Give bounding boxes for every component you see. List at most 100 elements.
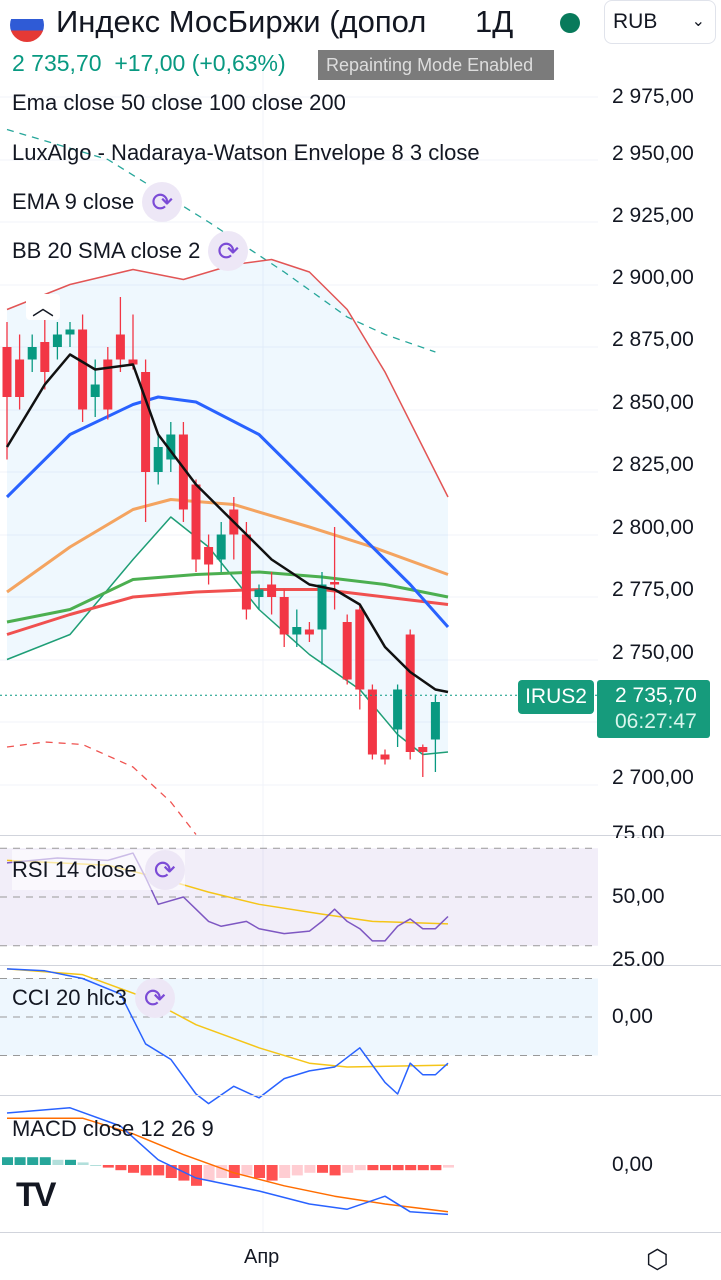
macd-histogram-bar [128,1165,139,1173]
price-change: +17,00 (+0,63%) [114,50,286,76]
candle-body [393,689,403,730]
legend-label: LuxAlgo - Nadaraya-Watson Envelope 8 3 c… [12,140,480,165]
candle-body [279,597,289,635]
legend-cci[interactable]: CCI 20 hlc3 ⟳ [12,978,175,1018]
rsi-axis-50: 50,00 [612,885,665,908]
macd-histogram-bar [65,1159,76,1165]
cycle-icon[interactable]: ⟳ [142,182,183,222]
envelope-lower [6,741,197,835]
macd-histogram-bar [228,1165,240,1178]
candle-body [380,754,390,760]
tradingview-logo[interactable]: TV [16,1176,56,1214]
macd-histogram-bar [191,1165,202,1186]
candle-body [65,329,75,335]
bb-basis-line [6,588,449,636]
cycle-icon[interactable]: ⟳ [144,850,185,890]
legend-label: CCI 20 hlc3 [12,985,127,1010]
macd-histogram-bar [27,1157,39,1165]
candle-body [191,484,201,560]
price-tag: 2 735,70 06:27:47 [597,680,710,738]
legend-label: Ema close 50 close 100 close 200 [12,90,346,115]
candle-body [292,627,302,635]
legend-nadaraya[interactable]: LuxAlgo - Nadaraya-Watson Envelope 8 3 c… [12,140,480,166]
candle-body [430,702,440,740]
currency-select[interactable]: RUB ⌄ [604,0,716,44]
candle-body [342,622,352,680]
macd-histogram-bar [380,1165,391,1171]
price-axis-label: 2 925,00 [612,204,694,227]
price-axis-label: 2 850,00 [612,391,694,414]
cycle-icon[interactable]: ⟳ [208,231,249,271]
macd-histogram-bar [203,1165,215,1181]
legend-label: RSI 14 close [12,857,137,882]
candle-body [166,434,176,460]
macd-histogram-bar [392,1165,404,1171]
price-axis-label: 2 900,00 [612,266,694,289]
hexagon-gear-icon[interactable]: ⬡ [646,1244,669,1274]
candle-body [330,582,340,585]
legend-macd[interactable]: MACD close 12 26 9 [12,1116,214,1142]
macd-histogram-bar [266,1165,278,1181]
price-axis-label: 2 875,00 [612,328,694,351]
price-axis-label: 2 800,00 [612,516,694,539]
legend-ema-multi[interactable]: Ema close 50 close 100 close 200 [12,90,346,116]
candle-body [254,589,264,597]
legend-rsi[interactable]: RSI 14 close ⟳ [12,850,185,890]
macd-histogram-bar [52,1159,64,1165]
legend-bb[interactable]: BB 20 SMA close 2 ⟳ [12,231,249,271]
candle-body [355,609,365,690]
legend-label: BB 20 SMA close 2 [12,238,201,263]
chevron-down-icon: ⌄ [691,13,705,30]
cci-axis-0: 0,00 [612,1005,653,1028]
candle-body [15,359,25,397]
candle-body [153,447,163,472]
candle-body [141,372,151,472]
candle-body [267,584,277,597]
macd-histogram-bar [153,1165,165,1176]
candle-body [115,334,125,360]
macd-histogram-bar [241,1165,253,1176]
macd-histogram-bar [115,1165,127,1171]
pane-divider[interactable] [0,1095,721,1096]
macd-line [6,1107,449,1216]
chevron-up-icon[interactable]: ︿ [26,294,60,320]
candle-body [128,359,138,365]
pane-divider[interactable] [0,835,721,836]
macd-histogram-bar [39,1157,51,1165]
quote: 2 735,70 +17,00 (+0,63%) [12,50,286,77]
legend-label: MACD close 12 26 9 [12,1116,214,1141]
ema9-line [5,353,449,694]
candle-body [78,329,88,410]
cci-ma-line [6,968,449,1068]
candle-body [367,689,377,755]
candle-body [405,634,415,752]
candle-body [304,629,314,635]
bar-countdown: 06:27:47 [615,710,697,733]
macd-histogram-bar [417,1165,429,1171]
price-axis-label: 2 950,00 [612,142,694,165]
pane-divider[interactable] [0,965,721,966]
macd-histogram-bar [14,1157,26,1165]
macd-histogram-bar [317,1165,328,1173]
price-axis-label: 2 750,00 [612,641,694,664]
macd-histogram-bar [2,1157,13,1165]
candle-body [90,384,100,397]
rsi-axis-25: 25,00 [612,948,665,966]
symbol-title[interactable]: Индекс МосБиржи (допол 1Д [56,4,513,40]
macd-histogram-bar [216,1165,228,1178]
price-axis-label: 2 825,00 [612,453,694,476]
pane-divider [0,1232,721,1233]
macd-axis-0: 0,00 [612,1153,653,1176]
macd-histogram-bar [279,1165,291,1178]
market-status-dot [560,13,580,33]
interval[interactable]: 1Д [474,4,514,39]
envelope-upper [6,128,436,353]
price-axis-label: 2 975,00 [612,85,694,108]
bollinger-fill [7,259,448,755]
cycle-icon[interactable]: ⟳ [134,978,175,1018]
candle-body [103,359,113,410]
macd-histogram-bar [354,1165,366,1171]
candle-body [204,547,214,565]
legend-ema9[interactable]: EMA 9 close ⟳ [12,182,183,222]
candle-body [178,434,188,510]
